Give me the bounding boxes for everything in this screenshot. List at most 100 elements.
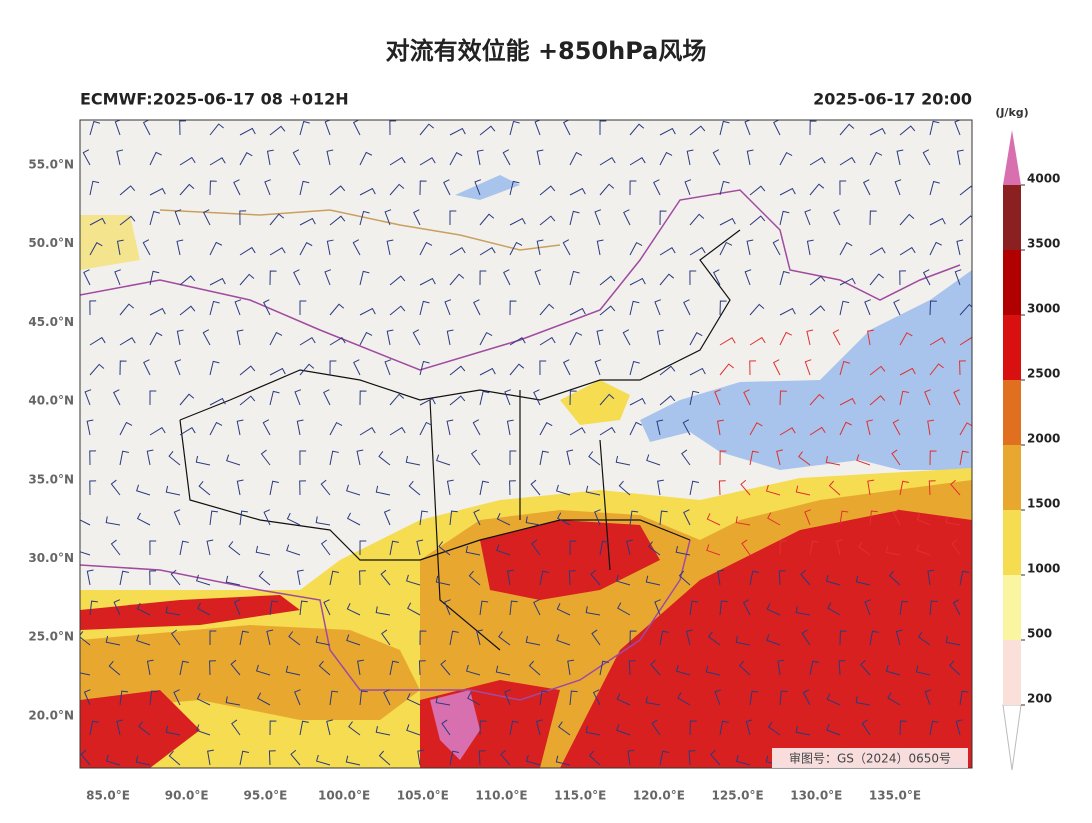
- colorbar-segment: [1003, 510, 1021, 575]
- wind-barb: [929, 720, 939, 736]
- wind-barb: [864, 299, 871, 316]
- wind-barb: [165, 485, 181, 496]
- wind-barb: [899, 720, 907, 736]
- wind-barb: [744, 269, 752, 286]
- wind-barb: [465, 664, 481, 676]
- wind-barb: [956, 149, 964, 166]
- wind-barb: [594, 509, 601, 526]
- wind-barb: [617, 602, 631, 616]
- wind-barb: [417, 749, 425, 766]
- wind-barb: [359, 270, 370, 286]
- wind-barb: [629, 421, 642, 436]
- wind-barb: [569, 307, 586, 316]
- wind-barb: [479, 390, 490, 406]
- wind-barb: [719, 363, 734, 376]
- wind-barb: [320, 479, 331, 496]
- wind-barb: [449, 151, 463, 166]
- wind-barb: [83, 269, 91, 286]
- wind-barb: [263, 509, 271, 526]
- wind-barb: [419, 421, 433, 436]
- wind-barb: [449, 510, 458, 526]
- wind-barb: [479, 480, 489, 496]
- wind-barb: [950, 479, 961, 496]
- wind-barb: [149, 151, 162, 166]
- wind-barb: [296, 569, 304, 586]
- wind-barb: [260, 449, 271, 466]
- wind-barb: [800, 569, 811, 586]
- wind-barb: [269, 331, 283, 346]
- wind-barb: [209, 421, 223, 436]
- wind-barb: [645, 696, 661, 706]
- wind-barb: [892, 419, 901, 436]
- wind-barb: [795, 485, 811, 496]
- wind-barb: [444, 599, 451, 616]
- wind-barb: [230, 659, 241, 676]
- wind-barb: [263, 299, 271, 316]
- wind-barb: [953, 389, 961, 406]
- wind-barb: [689, 600, 699, 616]
- wind-barb: [268, 750, 276, 766]
- wind-barb: [659, 151, 673, 166]
- wind-barb: [869, 273, 884, 286]
- colorbar-segment: [1003, 315, 1021, 380]
- wind-barb: [867, 479, 875, 496]
- wind-barb: [318, 660, 331, 676]
- wind-barb: [80, 512, 91, 526]
- wind-barb: [555, 755, 571, 766]
- wind-barb: [375, 485, 391, 496]
- wind-barb: [149, 210, 160, 226]
- wind-barb: [899, 367, 916, 376]
- wind-barb: [929, 450, 937, 466]
- wind-barb: [809, 660, 820, 676]
- wind-barb: [954, 269, 962, 286]
- wind-barb: [539, 360, 547, 376]
- wind-barb: [80, 551, 91, 556]
- wind-barb: [80, 749, 91, 766]
- wind-barb: [599, 305, 616, 316]
- wind-barb: [299, 120, 310, 136]
- wind-barb: [352, 239, 361, 256]
- wind-barb: [269, 480, 279, 496]
- wind-barb: [173, 689, 181, 706]
- wind-barb: [386, 239, 394, 256]
- wind-barb: [856, 454, 871, 466]
- wind-barb: [685, 629, 693, 646]
- wind-barb: [86, 419, 94, 436]
- wind-barb: [470, 449, 481, 466]
- wind-barb: [228, 541, 241, 556]
- wind-barb: [320, 539, 331, 556]
- wind-barb: [675, 664, 691, 676]
- wind-barb: [113, 599, 121, 616]
- wind-barb: [119, 570, 129, 586]
- wind-barb: [239, 127, 256, 136]
- wind-barb: [929, 180, 940, 196]
- wind-barb: [345, 755, 361, 766]
- wind-barb: [419, 300, 430, 316]
- wind-barb: [599, 426, 616, 436]
- wind-barb: [359, 151, 373, 166]
- wind-barb: [236, 329, 244, 346]
- wind-barb: [412, 329, 421, 346]
- wind-barb: [384, 209, 392, 226]
- colorbar-label: 4000: [1027, 172, 1060, 186]
- wind-barb: [772, 359, 781, 376]
- wind-barb: [536, 239, 544, 256]
- wind-barb: [299, 480, 307, 496]
- wind-barb: [654, 299, 661, 316]
- map-frame: [79, 119, 973, 769]
- wind-barb: [503, 269, 511, 286]
- wind-barb: [862, 179, 871, 196]
- wind-barb: [168, 750, 181, 766]
- wind-barb: [476, 629, 483, 646]
- wind-barb: [89, 180, 100, 196]
- wind-barb: [569, 210, 580, 226]
- colorbar-over: [1003, 130, 1021, 185]
- wind-barb: [650, 659, 661, 676]
- wind-barb: [869, 127, 886, 136]
- wind-barb: [359, 331, 373, 346]
- wind-barb: [804, 509, 811, 526]
- wind-barb: [839, 123, 855, 136]
- wind-barb: [959, 570, 970, 586]
- wind-barb: [509, 480, 516, 496]
- wind-barb: [405, 455, 421, 466]
